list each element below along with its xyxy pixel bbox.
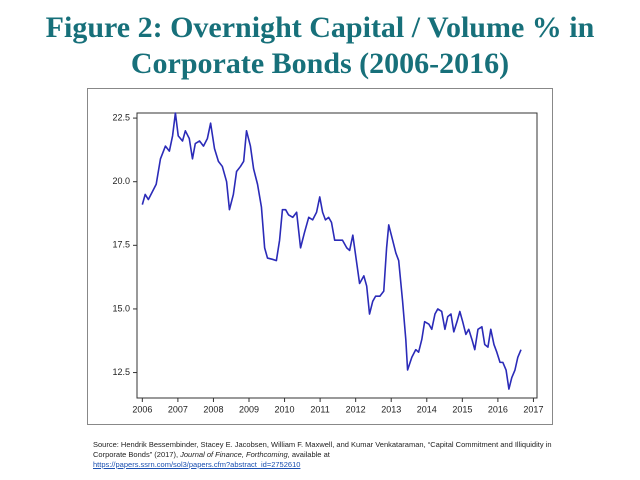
footnote: Source: Hendrik Bessembinder, Stacey E. … [93, 440, 563, 470]
y-tick-label: 20.0 [112, 176, 130, 186]
slide-title: Figure 2: Overnight Capital / Volume % i… [45, 11, 595, 80]
footnote-link[interactable]: https://papers.ssrn.com/sol3/papers.cfm?… [93, 460, 301, 469]
y-tick-label: 22.5 [112, 112, 130, 122]
y-tick-label: 12.5 [112, 367, 130, 377]
x-tick-label: 2011 [310, 404, 329, 414]
x-tick-label: 2010 [275, 404, 295, 414]
data-line [141, 112, 522, 390]
plot-frame [136, 112, 538, 399]
x-tick-label: 2012 [346, 404, 366, 414]
x-tick-label: 2008 [203, 404, 223, 414]
chart-frame [87, 88, 553, 425]
x-tick-label: 2009 [239, 404, 259, 414]
x-tick-label: 2017 [523, 404, 543, 414]
footnote-available: available at [291, 450, 330, 459]
footnote-text: Source: Hendrik Bessembinder, Stacey E. … [93, 440, 552, 459]
x-tick-label: 2013 [381, 404, 401, 414]
x-tick-label: 2016 [488, 404, 508, 414]
y-tick-label: 15.0 [112, 303, 130, 313]
chart: 12.5 15.0 17.5 20.0 22.5 2006 2007 2008 2009 2010… [87, 88, 553, 425]
x-tick-label: 2014 [417, 404, 437, 414]
x-tick-label: 2015 [452, 404, 472, 414]
x-tick-label: 2006 [132, 404, 152, 414]
x-tick-label: 2007 [168, 404, 188, 414]
footnote-journal: Journal of Finance, Forthcoming, [180, 450, 290, 459]
y-tick-label: 17.5 [112, 240, 130, 250]
